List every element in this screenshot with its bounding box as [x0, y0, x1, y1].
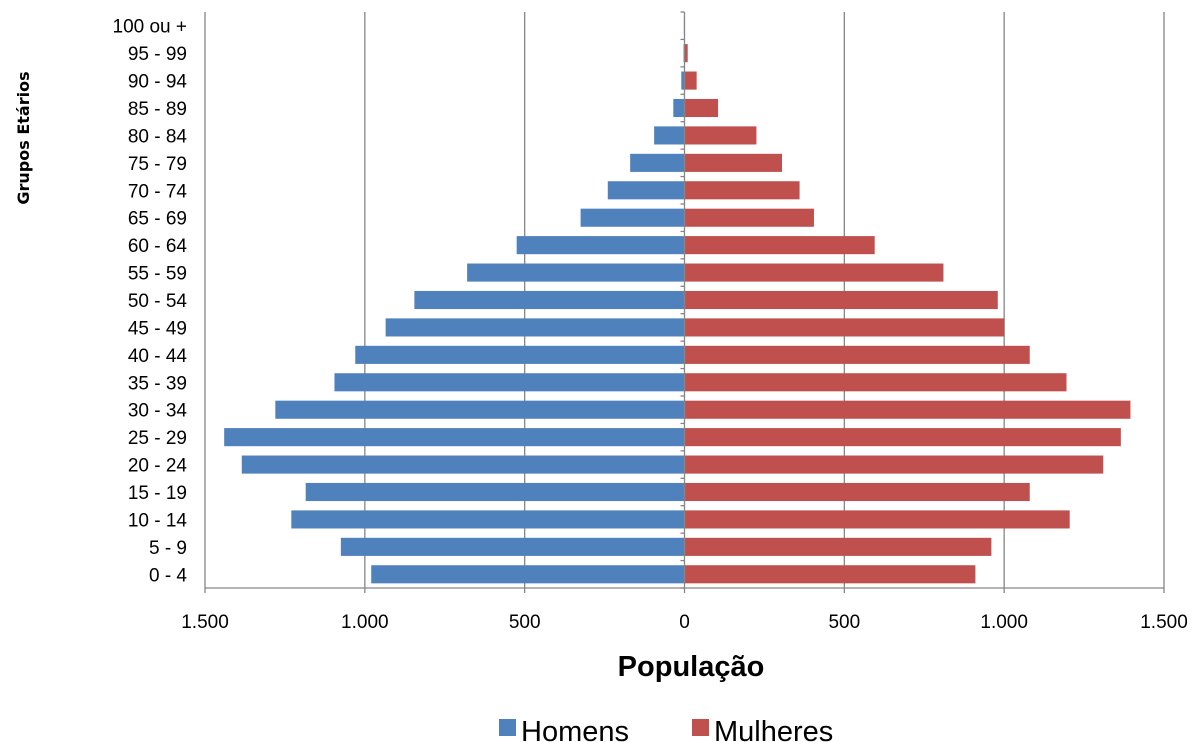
bar-homens-10-14: [291, 510, 685, 529]
bar-mulheres-20-24: [684, 455, 1104, 474]
x-tick-label: 500: [828, 612, 860, 633]
bar-homens-80-84: [654, 126, 685, 145]
legend: Homens Mulheres: [499, 716, 833, 742]
bar-homens-45-49: [385, 318, 685, 337]
category-label: 10 - 14: [128, 510, 188, 531]
category-label: 50 - 54: [128, 291, 188, 312]
legend-label-mulheres: Mulheres: [714, 716, 833, 742]
bar-mulheres-5-9: [684, 537, 992, 556]
category-label: 75 - 79: [128, 154, 187, 175]
bar-mulheres-85-89: [684, 98, 719, 118]
x-tick-labels: 1.500 1.000 500 0 500 1.000 1.500: [181, 612, 1188, 633]
category-label: 45 - 49: [128, 318, 187, 339]
bar-mulheres-10-14: [684, 510, 1070, 529]
legend-swatch-mulheres: [692, 719, 709, 736]
category-label: 40 - 44: [128, 346, 188, 367]
x-tick-label: 1.000: [341, 612, 389, 633]
bar-mulheres-75-79: [684, 153, 782, 172]
bar-mulheres-40-44: [684, 345, 1030, 364]
category-label: 95 - 99: [128, 44, 187, 65]
bar-mulheres-90-94: [684, 71, 697, 90]
category-label: 5 - 9: [149, 538, 187, 559]
x-tick-label: 1.000: [980, 612, 1028, 633]
x-tick-label: 500: [509, 612, 541, 633]
bar-mulheres-15-19: [684, 482, 1030, 502]
axes: [204, 11, 1165, 593]
category-labels: 0 - 4 5 - 9 10 - 14 15 - 19 20 - 24 25 - 29 30…: [113, 17, 188, 587]
bar-homens-20-24: [241, 455, 685, 474]
bar-mulheres-55-59: [684, 263, 944, 282]
bar-homens-70-74: [607, 181, 685, 200]
bar-homens-30-34: [275, 400, 685, 419]
bar-homens-15-19: [305, 482, 685, 502]
bar-homens-60-64: [516, 236, 685, 255]
x-axis-label: População: [618, 651, 765, 683]
bar-homens-90-94: [681, 71, 685, 90]
bar-mulheres-35-39: [684, 373, 1067, 392]
legend-label-homens: Homens: [521, 716, 629, 742]
category-label: 25 - 29: [128, 428, 187, 449]
y-axis-label: Grupos Etários: [14, 71, 33, 204]
bar-homens-40-44: [355, 345, 685, 364]
x-tick-label: 0: [679, 612, 690, 633]
category-label: 65 - 69: [128, 209, 187, 230]
legend-swatch-homens: [499, 719, 516, 736]
bar-homens-25-29: [224, 428, 685, 447]
category-label: 90 - 94: [128, 72, 188, 93]
category-label: 20 - 24: [128, 456, 188, 477]
x-tick-label: 1.500: [1140, 612, 1188, 633]
bar-homens-75-79: [630, 153, 685, 172]
category-label: 85 - 89: [128, 99, 187, 120]
bar-mulheres-80-84: [684, 126, 757, 145]
category-label: 70 - 74: [128, 181, 188, 202]
bar-mulheres-30-34: [684, 400, 1131, 419]
category-label: 100 ou +: [113, 17, 188, 38]
bar-homens-5-9: [340, 537, 685, 556]
bar-homens-55-59: [467, 263, 685, 282]
bars: [224, 16, 1131, 584]
category-label: 80 - 84: [128, 126, 188, 147]
bar-mulheres-45-49: [684, 318, 1005, 337]
bar-mulheres-50-54: [684, 290, 998, 310]
bar-homens-0-4: [371, 565, 685, 584]
bar-homens-65-69: [580, 208, 685, 227]
bar-mulheres-60-64: [684, 236, 875, 255]
bar-homens-35-39: [334, 373, 685, 392]
category-label: 35 - 39: [128, 373, 187, 394]
bar-mulheres-65-69: [684, 208, 814, 227]
category-label: 15 - 19: [128, 483, 187, 504]
x-tick-label: 1.500: [181, 612, 229, 633]
category-label: 55 - 59: [128, 264, 187, 285]
bar-mulheres-70-74: [684, 181, 800, 200]
bar-mulheres-0-4: [684, 565, 976, 584]
category-label: 60 - 64: [128, 236, 188, 257]
bar-mulheres-25-29: [684, 428, 1121, 447]
bar-mulheres-95-99: [684, 44, 688, 63]
category-label: 0 - 4: [149, 565, 187, 586]
bar-homens-50-54: [414, 290, 685, 310]
bar-homens-85-89: [673, 98, 685, 118]
category-label: 30 - 34: [128, 401, 188, 422]
